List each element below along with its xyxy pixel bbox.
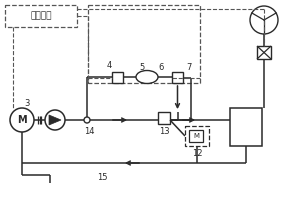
- Text: M: M: [17, 115, 27, 125]
- Circle shape: [10, 108, 34, 132]
- Bar: [5, 5, 77, 27]
- Text: 7: 7: [186, 62, 192, 72]
- Text: M: M: [193, 133, 199, 139]
- Circle shape: [84, 117, 90, 123]
- Text: 6: 6: [158, 62, 164, 72]
- Text: 15: 15: [97, 172, 107, 182]
- Text: 4: 4: [106, 60, 112, 70]
- Circle shape: [250, 6, 278, 34]
- Ellipse shape: [136, 71, 158, 84]
- Text: 3: 3: [24, 98, 30, 108]
- Bar: [189, 130, 203, 142]
- Bar: [158, 112, 170, 124]
- Text: 电控装置: 电控装置: [30, 11, 52, 21]
- Bar: [88, 5, 200, 83]
- Bar: [185, 126, 209, 146]
- Bar: [112, 72, 123, 83]
- Text: 5: 5: [140, 62, 145, 72]
- Polygon shape: [49, 115, 61, 125]
- Bar: [257, 46, 271, 59]
- Bar: [172, 72, 183, 83]
- Text: 13: 13: [159, 128, 169, 136]
- Text: 12: 12: [192, 150, 202, 158]
- Bar: [230, 108, 262, 146]
- Circle shape: [45, 110, 65, 130]
- Text: 14: 14: [84, 127, 94, 136]
